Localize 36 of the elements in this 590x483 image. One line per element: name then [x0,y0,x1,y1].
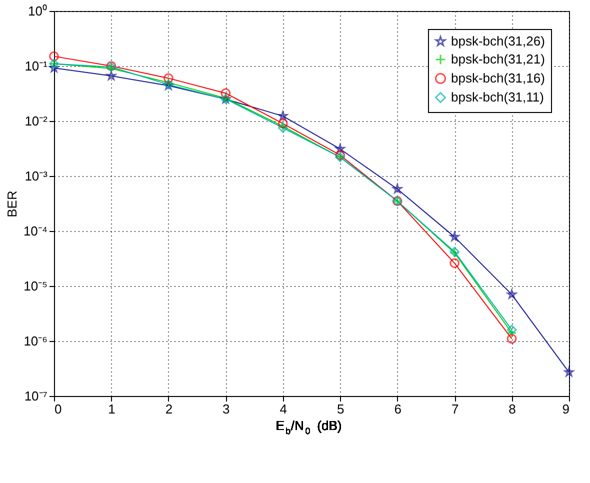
x-tick-label: 6 [394,402,402,416]
x-tick-label: 8 [508,402,516,416]
point [278,118,288,128]
y-tick-label: 10⁰ [28,4,48,18]
point [450,258,460,268]
x-tick-label: 2 [165,402,173,416]
point [49,63,59,72]
point [506,324,517,335]
x-tick-label: 0 [54,402,62,416]
legend-label: bpsk-bch(31,16) [451,70,545,86]
y-tick-label: 10⁻² [24,114,48,128]
x-tick-label: 5 [336,402,344,416]
point [564,367,574,376]
point [506,334,517,344]
point [106,70,116,80]
point [49,51,59,62]
y-tick-label: 10⁻³ [24,168,48,184]
y-tick-label: 10⁻⁷ [24,388,48,404]
point [335,144,345,154]
point [506,328,517,338]
point [220,88,231,98]
x-tick-label: 3 [222,402,230,416]
x-tick-label: 1 [108,402,116,416]
point [392,184,402,194]
y-tick-label: 10⁻⁴ [23,224,48,238]
y-axis-title: BER [4,190,20,218]
y-tick-label: 10⁻⁵ [24,278,48,294]
legend-label: bpsk-bch(31,26) [451,34,545,48]
y-tick-label: 10⁻¹ [24,58,48,74]
legend-label: bpsk-bch(31,21) [451,52,545,66]
y-tick-label: 10⁻⁶ [24,334,48,348]
x-tick-label: 4 [280,402,288,416]
x-tick-label: 9 [562,402,570,416]
point [278,111,288,120]
legend-label: bpsk-bch(31,11) [451,90,544,104]
x-tick-label: 7 [451,402,459,416]
